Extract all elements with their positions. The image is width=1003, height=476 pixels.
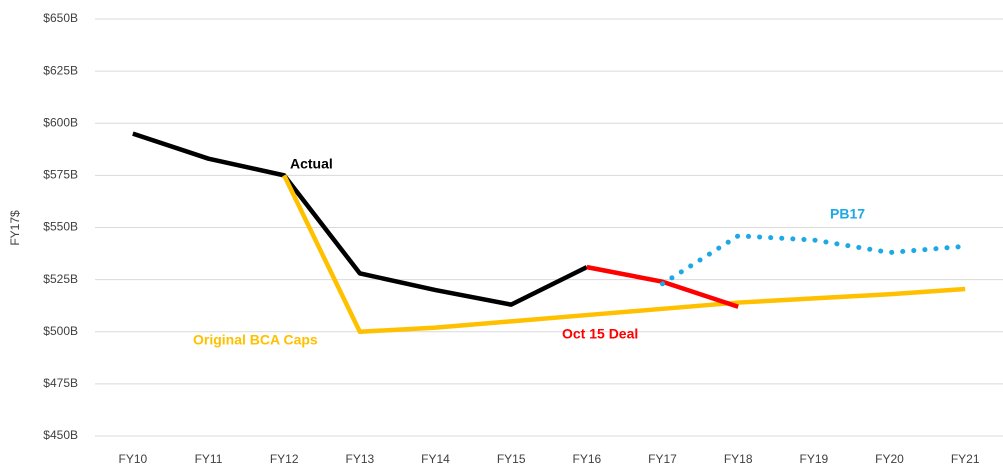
- series-label: Actual: [290, 156, 333, 172]
- series-label: Original BCA Caps: [193, 332, 318, 348]
- x-tick-label: FY12: [270, 452, 299, 466]
- y-axis-label: FY17$: [8, 210, 22, 246]
- y-tick-label: $550B: [43, 220, 78, 234]
- x-tick-label: FY17: [648, 452, 677, 466]
- y-tick-label: $575B: [43, 168, 78, 182]
- x-tick-label: FY15: [497, 452, 526, 466]
- x-tick-label: FY14: [421, 452, 450, 466]
- series-label: PB17: [830, 206, 865, 222]
- x-tick-label: FY21: [951, 452, 980, 466]
- x-tick-label: FY20: [875, 452, 904, 466]
- y-tick-label: $500B: [43, 324, 78, 338]
- x-tick-label: FY16: [572, 452, 601, 466]
- y-tick-label: $475B: [43, 376, 78, 390]
- y-tick-label: $625B: [43, 63, 78, 77]
- x-tick-label: FY19: [799, 452, 828, 466]
- series-line: [660, 233, 968, 287]
- x-tick-label: FY18: [724, 452, 753, 466]
- y-tick-label: $600B: [43, 115, 78, 129]
- y-tick-label: $650B: [43, 11, 78, 25]
- y-tick-label: $450B: [43, 428, 78, 442]
- series-label: Oct 15 Deal: [562, 326, 638, 342]
- y-tick-label: $525B: [43, 272, 78, 286]
- series-line: [132, 131, 588, 307]
- series-line: [282, 174, 966, 334]
- x-tick-label: FY11: [195, 452, 223, 466]
- x-tick-label: FY13: [345, 452, 374, 466]
- series-line: [586, 264, 739, 309]
- x-tick-label: FY10: [118, 452, 147, 466]
